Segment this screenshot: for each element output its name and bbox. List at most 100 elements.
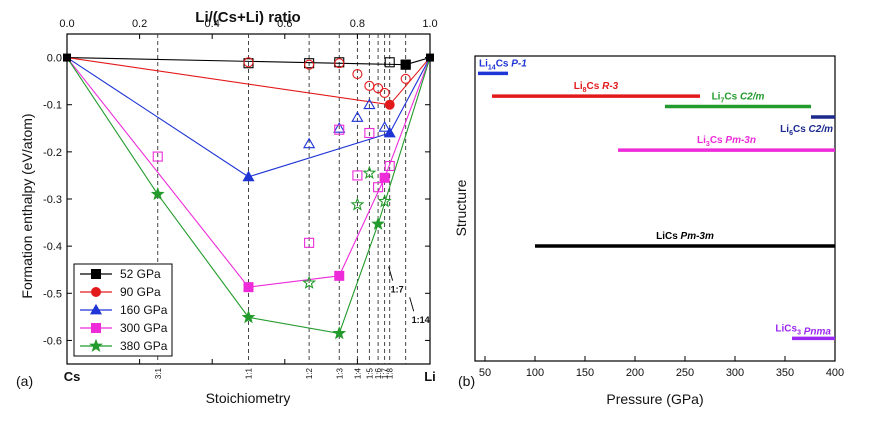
pressure-tick-label: 200	[626, 367, 644, 379]
panel-b-pressure-chart: Pressure (GPa) Structure (b) 50 100 150 200…	[453, 55, 844, 407]
stoichiometry-dashed-lines	[157, 34, 407, 364]
y-axis-label-a: Formation enthalpy (eV/atom)	[19, 113, 35, 298]
panel-a-enthalpy-chart: Li/(Cs+Li) ratio Stoichiometry Formation…	[16, 9, 438, 406]
open-marker-300-gpa	[384, 160, 395, 172]
pressure-tick-label: 250	[676, 367, 694, 379]
end-label-li: Li	[424, 369, 436, 384]
hull-marker-300-gpa	[379, 172, 390, 183]
endpoint-marker	[426, 53, 434, 62]
top-axis-title: Li/(Cs+Li) ratio	[195, 9, 300, 26]
phase-formula: Li	[574, 81, 583, 92]
open-marker-300-gpa	[373, 182, 384, 193]
pressure-tick-label: 100	[526, 367, 544, 379]
phase-li3cs: Li3Cs Pm-3n	[618, 135, 835, 152]
phase-subscript: 14	[488, 64, 496, 71]
hull-marker-52-gpa	[400, 59, 411, 70]
phase-label-li7cs: Li7Cs C2/m	[712, 92, 765, 105]
series-90-gpa	[66, 57, 431, 110]
legend-marker	[91, 287, 101, 297]
pressure-tick-label: 300	[726, 367, 744, 379]
stoichiometry-label: 1:3	[335, 367, 344, 379]
open-marker-300-gpa	[304, 237, 315, 248]
y-tick-label: 0.0	[47, 53, 62, 65]
phase-space-group: Pm-3n	[723, 135, 756, 146]
panel-label-b: (b)	[458, 373, 475, 389]
panel-a-ticks: 0.0 0.2 0.4 0.6 0.8 1.0 0.0 -0.1 -0.2 -0.3 -0.4 -0.…	[43, 18, 438, 379]
phase-label-li14cs: Li14Cs P-1	[479, 58, 527, 71]
phase-formula: Li	[479, 58, 488, 69]
phase-subscript: 3	[797, 329, 801, 336]
top-tick-label: 1.0	[422, 18, 437, 30]
open-marker-160-gpa	[351, 111, 364, 122]
series-380-gpa	[66, 57, 431, 340]
open-marker-90-gpa	[334, 58, 345, 69]
open-marker-90-gpa	[373, 83, 384, 94]
phase-space-group: R-3	[599, 81, 618, 92]
pressure-tick-label: 150	[576, 367, 594, 379]
legend-entry: 160 GPa	[120, 303, 168, 317]
series-160-gpa	[66, 57, 431, 182]
phase-li6cs: Li6Cs C2/m	[780, 115, 835, 137]
phase-label-lics: LiCs Pm-3m	[656, 231, 714, 242]
hull-marker-380-gpa	[241, 310, 256, 324]
top-tick-label: 0.8	[350, 18, 365, 30]
phase-space-group: C2/m	[806, 124, 833, 135]
phase-formula-tail: Cs	[793, 124, 806, 135]
panel-b-frame	[474, 55, 836, 362]
open-marker-90-gpa	[379, 87, 390, 98]
phase-formula: Li	[697, 135, 706, 146]
phase-li8cs: Li8Cs R-3	[492, 81, 700, 98]
endpoint-marker	[63, 53, 71, 62]
open-marker-380-gpa	[302, 275, 317, 289]
phase-space-group: C2/m	[737, 92, 764, 103]
legend: 52 GPa 90 GPa 160 GPa 300 GPa 380 GPa	[73, 263, 173, 357]
phase-space-group: Pm-3m	[678, 231, 714, 242]
hull-marker-300-gpa	[243, 282, 254, 293]
hull-marker-90-gpa	[384, 99, 395, 110]
legend-marker	[91, 269, 101, 279]
phase-subscript: 3	[706, 141, 710, 148]
open-marker-90-gpa	[352, 69, 363, 80]
y-tick-label: -0.4	[43, 241, 62, 253]
phase-formula-tail: Cs	[587, 81, 600, 92]
annotation-arrow	[409, 297, 415, 312]
panel-a-series	[63, 53, 434, 340]
phase-formula: LiCs	[775, 323, 797, 334]
legend-entry: 52 GPa	[120, 267, 161, 281]
series-52-gpa	[66, 57, 431, 70]
phase-label-lics3: LiCs3 Pnma	[775, 323, 831, 337]
pressure-tick-label: 50	[479, 367, 491, 379]
annotation-label: 1:14	[412, 315, 430, 325]
phase-formula-tail: Cs	[710, 135, 723, 146]
open-marker-380-gpa	[350, 197, 365, 211]
annotation-arrow	[388, 266, 394, 281]
hull-marker-300-gpa	[334, 270, 345, 281]
y-tick-label: -0.5	[43, 288, 62, 300]
phase-li14cs: Li14Cs P-1	[478, 58, 527, 76]
top-tick-label: 0.0	[59, 18, 74, 30]
phase-label-li3cs: Li3Cs Pm-3n	[697, 135, 756, 148]
open-marker-160-gpa	[378, 121, 391, 132]
y-tick-label: -0.2	[43, 147, 62, 159]
phase-space-group: Pnma	[801, 326, 831, 337]
hull-marker-380-gpa	[150, 187, 165, 201]
open-marker-300-gpa	[334, 124, 345, 135]
stoichiometry-label: 1:6	[374, 367, 383, 379]
hull-marker-380-gpa	[332, 326, 347, 340]
phase-formula-tail: Cs	[724, 92, 737, 103]
legend-entry: 300 GPa	[120, 321, 168, 335]
y-tick-label: -0.3	[43, 194, 62, 206]
hull-marker-160-gpa	[242, 170, 255, 182]
stoichiometry-label: 1:1	[245, 367, 254, 379]
open-marker-90-gpa	[243, 57, 254, 68]
phase-subscript: 8	[583, 87, 587, 94]
phase-li7cs: Li7Cs C2/m	[665, 92, 811, 109]
stoichiometry-label: 1:4	[353, 367, 362, 379]
open-marker-90-gpa	[400, 73, 411, 84]
top-tick-label: 0.2	[132, 18, 147, 30]
legend-marker	[89, 338, 103, 352]
phase-label-li8cs: Li8Cs R-3	[574, 81, 619, 94]
hull-marker-380-gpa	[371, 216, 385, 230]
